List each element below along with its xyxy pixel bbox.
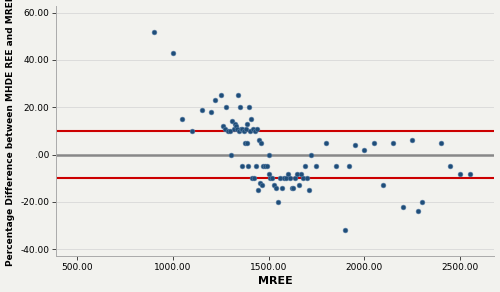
Point [437, 140, 445, 145]
Point [290, 185, 298, 190]
Point [280, 176, 288, 180]
Point [276, 176, 284, 180]
Point [242, 140, 250, 145]
Point [216, 93, 224, 98]
Point [238, 126, 246, 131]
Point [207, 110, 215, 114]
Point [288, 185, 296, 190]
Point [294, 171, 302, 176]
X-axis label: MREE: MREE [258, 277, 292, 286]
Point [249, 126, 257, 131]
Point [218, 124, 226, 128]
Point [238, 164, 246, 169]
Point [299, 176, 307, 180]
Point [231, 121, 239, 126]
Point [220, 126, 228, 131]
Point [248, 117, 256, 121]
Point [240, 128, 248, 133]
Y-axis label: Percentage Difference between MHDE REE and MREE: Percentage Difference between MHDE REE a… [6, 0, 15, 266]
Point [230, 126, 238, 131]
Point [418, 200, 426, 204]
Point [265, 152, 273, 157]
Point [274, 200, 282, 204]
Point [228, 119, 236, 124]
Point [178, 117, 186, 121]
Point [250, 176, 258, 180]
Point [305, 188, 313, 192]
Point [370, 140, 378, 145]
Point [244, 164, 252, 169]
Point [244, 121, 252, 126]
Point [297, 171, 305, 176]
Point [301, 164, 309, 169]
Point [235, 128, 243, 133]
Point [226, 128, 234, 133]
Point [260, 164, 268, 169]
Point [466, 171, 473, 176]
Point [150, 29, 158, 34]
Point [398, 204, 406, 209]
Point [255, 138, 263, 143]
Point [211, 98, 219, 102]
Point [270, 183, 278, 188]
Point [232, 124, 240, 128]
Point [258, 183, 266, 188]
Point [303, 176, 311, 180]
Point [251, 128, 259, 133]
Point [262, 164, 270, 169]
Point [389, 140, 397, 145]
Point [446, 164, 454, 169]
Point [222, 105, 230, 110]
Point [306, 152, 314, 157]
Point [282, 176, 290, 180]
Point [360, 147, 368, 152]
Point [234, 93, 242, 98]
Point [257, 140, 265, 145]
Point [169, 51, 177, 55]
Point [295, 183, 303, 188]
Point [227, 152, 235, 157]
Point [264, 171, 272, 176]
Point [240, 140, 248, 145]
Point [286, 176, 294, 180]
Point [272, 185, 280, 190]
Point [408, 138, 416, 143]
Point [242, 126, 250, 131]
Point [246, 128, 254, 133]
Point [266, 176, 274, 180]
Point [259, 164, 267, 169]
Point [322, 140, 330, 145]
Point [256, 181, 264, 185]
Point [312, 164, 320, 169]
Point [224, 128, 232, 133]
Point [341, 228, 349, 233]
Point [246, 105, 254, 110]
Point [198, 107, 205, 112]
Point [456, 171, 464, 176]
Point [278, 185, 286, 190]
Point [248, 176, 256, 180]
Point [350, 143, 358, 147]
Point [188, 128, 196, 133]
Point [254, 188, 262, 192]
Point [237, 126, 245, 131]
Point [268, 176, 276, 180]
Point [332, 164, 340, 169]
Point [253, 126, 261, 131]
Point [345, 164, 353, 169]
Point [233, 126, 241, 131]
Point [292, 176, 300, 180]
Point [252, 164, 260, 169]
Point [236, 105, 244, 110]
Point [284, 171, 292, 176]
Point [380, 183, 388, 188]
Point [414, 209, 422, 214]
